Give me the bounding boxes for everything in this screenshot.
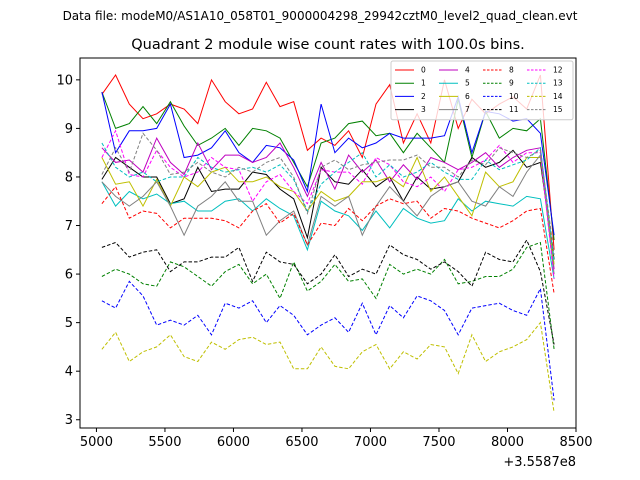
y-tick-label: 7: [65, 219, 73, 234]
series-line-15: [101, 132, 555, 255]
series-line-7: [101, 153, 555, 275]
legend-label-8: 8: [509, 66, 514, 75]
series-line-4: [101, 136, 555, 270]
series-line-6: [101, 156, 555, 265]
x-tick-label: 8000: [491, 435, 524, 450]
legend-label-1: 1: [421, 79, 426, 88]
legend-frame: [390, 60, 574, 121]
x-tick-label: 7500: [422, 435, 455, 450]
legend-label-10: 10: [509, 92, 519, 101]
series-line-2: [101, 91, 555, 236]
legend-label-9: 9: [509, 79, 514, 88]
legend-label-15: 15: [553, 105, 563, 114]
y-tick-label: 9: [65, 122, 73, 137]
axes-layer: 5000 5500 6000 6500 7000 7500 8000 8500 3 4 5 6 7 8 9 1…: [56, 73, 592, 450]
series-line-10: [101, 280, 555, 401]
legend-label-7: 7: [465, 105, 470, 114]
y-tick-label: 6: [65, 268, 73, 283]
legend-label-11: 11: [509, 105, 519, 114]
y-tick-label: 5: [65, 316, 73, 331]
legend-label-12: 12: [553, 66, 563, 75]
legend-label-5: 5: [465, 79, 470, 88]
series-line-1: [101, 91, 555, 241]
series-line-3: [101, 149, 555, 260]
series-line-12: [101, 129, 555, 279]
y-tick-label: 3: [65, 413, 73, 428]
legend-label-4: 4: [465, 66, 470, 75]
series-line-9: [101, 241, 555, 350]
x-tick-label: 6500: [285, 435, 318, 450]
legend-label-3: 3: [421, 105, 426, 114]
series-line-5: [101, 181, 555, 279]
series-line-11: [101, 239, 555, 345]
x-offset-label: +3.5587e8: [503, 455, 576, 470]
legend-label-0: 0: [421, 66, 426, 75]
y-tick-label: 4: [65, 365, 73, 380]
data-file-label: Data file: modeM0/AS1A10_058T01_90000042…: [63, 9, 578, 23]
series-line-13: [101, 142, 555, 262]
series-line-14: [101, 321, 555, 413]
legend-label-6: 6: [465, 92, 470, 101]
chart-title: Quadrant 2 module wise count rates with …: [131, 37, 525, 53]
legend-label-14: 14: [553, 92, 563, 101]
x-tick-label: 5000: [80, 435, 113, 450]
x-tick-label: 6000: [217, 435, 250, 450]
x-tick-label: 8500: [559, 435, 592, 450]
x-tick-label: 7000: [354, 435, 387, 450]
y-tick-label: 8: [65, 170, 73, 185]
x-tick-label: 5500: [148, 435, 181, 450]
y-tick-label: 10: [56, 73, 73, 88]
series-layer: [101, 74, 555, 413]
legend-label-13: 13: [553, 79, 563, 88]
legend-label-2: 2: [421, 92, 426, 101]
plot-frame: [79, 57, 577, 429]
